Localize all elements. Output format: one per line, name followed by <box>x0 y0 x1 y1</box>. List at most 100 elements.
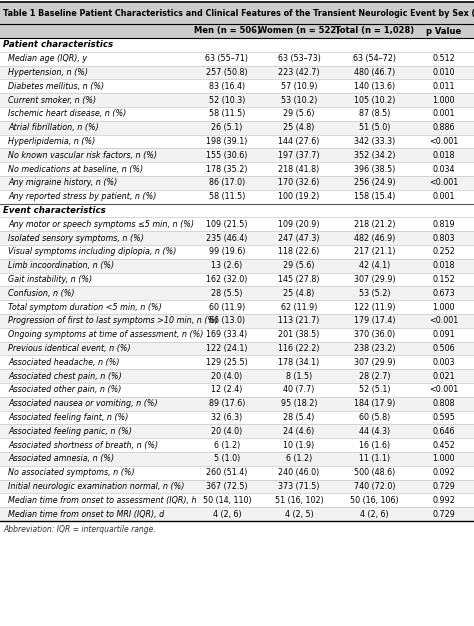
Text: 25 (4.8): 25 (4.8) <box>283 289 315 298</box>
Text: 63 (54–72): 63 (54–72) <box>353 54 396 63</box>
Text: 0.595: 0.595 <box>432 413 455 422</box>
Text: Diabetes mellitus, n (%): Diabetes mellitus, n (%) <box>8 82 104 91</box>
Text: 95 (18.2): 95 (18.2) <box>281 399 317 408</box>
Text: 0.034: 0.034 <box>432 165 455 173</box>
Bar <box>0 259 474 272</box>
Text: 118 (22.6): 118 (22.6) <box>278 247 319 257</box>
Text: 63 (55–71): 63 (55–71) <box>206 54 248 63</box>
Text: Total (n = 1,028): Total (n = 1,028) <box>335 26 414 36</box>
Text: 60 (11.9): 60 (11.9) <box>209 302 245 312</box>
Text: 109 (21.5): 109 (21.5) <box>206 220 248 228</box>
Text: 20 (4.0): 20 (4.0) <box>211 427 243 436</box>
Text: Median age (IQR), y: Median age (IQR), y <box>8 54 87 63</box>
Bar <box>0 24 474 38</box>
Text: Associated headache, n (%): Associated headache, n (%) <box>8 358 119 367</box>
Text: 16 (1.6): 16 (1.6) <box>359 441 390 449</box>
Text: 29 (5.6): 29 (5.6) <box>283 261 315 270</box>
Text: Associated chest pain, n (%): Associated chest pain, n (%) <box>8 372 122 381</box>
Text: Median time from onset to MRI (IQR), d: Median time from onset to MRI (IQR), d <box>8 510 164 518</box>
Text: Isolated sensory symptoms, n (%): Isolated sensory symptoms, n (%) <box>8 233 144 243</box>
Text: 370 (36.0): 370 (36.0) <box>354 330 395 339</box>
Text: 6 (1.2): 6 (1.2) <box>286 454 312 463</box>
Bar <box>0 397 474 411</box>
Text: 12 (2.4): 12 (2.4) <box>211 386 243 394</box>
Text: 223 (42.7): 223 (42.7) <box>278 68 320 77</box>
Text: 5 (1.0): 5 (1.0) <box>214 454 240 463</box>
Text: No associated symptoms, n (%): No associated symptoms, n (%) <box>8 468 135 477</box>
Text: 373 (71.5): 373 (71.5) <box>278 482 320 491</box>
Bar <box>0 356 474 369</box>
Text: 0.512: 0.512 <box>432 54 455 63</box>
Text: 0.886: 0.886 <box>432 123 455 132</box>
Text: 26 (5.1): 26 (5.1) <box>211 123 243 132</box>
Text: Progression of first to last symptoms >10 min, n (%): Progression of first to last symptoms >1… <box>8 316 218 326</box>
Text: 0.152: 0.152 <box>432 275 455 284</box>
Text: 1.000: 1.000 <box>432 96 455 105</box>
Text: 89 (17.6): 89 (17.6) <box>209 399 245 408</box>
Text: Associated feeling panic, n (%): Associated feeling panic, n (%) <box>8 427 132 436</box>
Text: 480 (46.7): 480 (46.7) <box>354 68 395 77</box>
Text: 140 (13.6): 140 (13.6) <box>354 82 395 91</box>
Text: 10 (1.9): 10 (1.9) <box>283 441 315 449</box>
Text: Men (n = 506): Men (n = 506) <box>193 26 260 36</box>
Text: Current smoker, n (%): Current smoker, n (%) <box>8 96 96 105</box>
Text: 53 (10.2): 53 (10.2) <box>281 96 317 105</box>
Text: 0.808: 0.808 <box>432 399 455 408</box>
Text: Table 1 Baseline Patient Characteristics and Clinical Features of the Transient : Table 1 Baseline Patient Characteristics… <box>3 9 474 18</box>
Text: 170 (32.6): 170 (32.6) <box>278 178 319 187</box>
Text: 129 (25.5): 129 (25.5) <box>206 358 248 367</box>
Text: 184 (17.9): 184 (17.9) <box>354 399 395 408</box>
Text: 52 (5.1): 52 (5.1) <box>359 386 390 394</box>
Bar <box>0 38 474 52</box>
Text: 60 (5.8): 60 (5.8) <box>359 413 390 422</box>
Text: 122 (24.1): 122 (24.1) <box>206 344 248 353</box>
Bar <box>0 424 474 438</box>
Text: 0.018: 0.018 <box>432 261 455 270</box>
Text: 105 (10.2): 105 (10.2) <box>354 96 395 105</box>
Text: 51 (16, 102): 51 (16, 102) <box>274 496 323 505</box>
Text: 155 (30.6): 155 (30.6) <box>206 151 248 160</box>
Text: 0.992: 0.992 <box>432 496 455 505</box>
Text: Associated feeling faint, n (%): Associated feeling faint, n (%) <box>8 413 128 422</box>
Text: 367 (72.5): 367 (72.5) <box>206 482 248 491</box>
Text: Previous identical event, n (%): Previous identical event, n (%) <box>8 344 131 353</box>
Text: 11 (1.1): 11 (1.1) <box>359 454 390 463</box>
Text: Women (n = 522): Women (n = 522) <box>258 26 340 36</box>
Text: Hyperlipidemia, n (%): Hyperlipidemia, n (%) <box>8 137 95 146</box>
Text: 42 (4.1): 42 (4.1) <box>359 261 390 270</box>
Text: 8 (1.5): 8 (1.5) <box>286 372 312 381</box>
Text: 0.003: 0.003 <box>432 358 455 367</box>
Text: 0.021: 0.021 <box>432 372 455 381</box>
Text: Gait instability, n (%): Gait instability, n (%) <box>8 275 92 284</box>
Text: 162 (32.0): 162 (32.0) <box>206 275 248 284</box>
Text: 13 (2.6): 13 (2.6) <box>211 261 243 270</box>
Text: 4 (2, 6): 4 (2, 6) <box>213 510 241 518</box>
Text: <0.001: <0.001 <box>429 386 458 394</box>
Bar <box>0 2 474 24</box>
Text: 179 (17.4): 179 (17.4) <box>354 316 395 326</box>
Text: Abbreviation: IQR = interquartile range.: Abbreviation: IQR = interquartile range. <box>3 525 156 534</box>
Text: 257 (50.8): 257 (50.8) <box>206 68 248 77</box>
Text: 116 (22.2): 116 (22.2) <box>278 344 320 353</box>
Text: Ischemic heart disease, n (%): Ischemic heart disease, n (%) <box>8 110 126 118</box>
Bar <box>0 203 474 217</box>
Text: 0.452: 0.452 <box>432 441 455 449</box>
Text: 113 (21.7): 113 (21.7) <box>278 316 319 326</box>
Bar <box>0 148 474 162</box>
Text: 44 (4.3): 44 (4.3) <box>359 427 390 436</box>
Text: 57 (10.9): 57 (10.9) <box>281 82 317 91</box>
Text: <0.001: <0.001 <box>429 316 458 326</box>
Text: 28 (2.7): 28 (2.7) <box>359 372 390 381</box>
Text: 256 (24.9): 256 (24.9) <box>354 178 395 187</box>
Text: 0.018: 0.018 <box>432 151 455 160</box>
Text: 58 (11.5): 58 (11.5) <box>209 110 245 118</box>
Bar <box>0 438 474 452</box>
Text: 218 (21.2): 218 (21.2) <box>354 220 395 228</box>
Text: <0.001: <0.001 <box>429 137 458 146</box>
Text: 198 (39.1): 198 (39.1) <box>206 137 248 146</box>
Text: Any migraine history, n (%): Any migraine history, n (%) <box>8 178 117 187</box>
Text: 396 (38.5): 396 (38.5) <box>354 165 395 173</box>
Bar <box>0 411 474 424</box>
Text: Any motor or speech symptoms ≤5 min, n (%): Any motor or speech symptoms ≤5 min, n (… <box>8 220 194 228</box>
Bar <box>0 314 474 328</box>
